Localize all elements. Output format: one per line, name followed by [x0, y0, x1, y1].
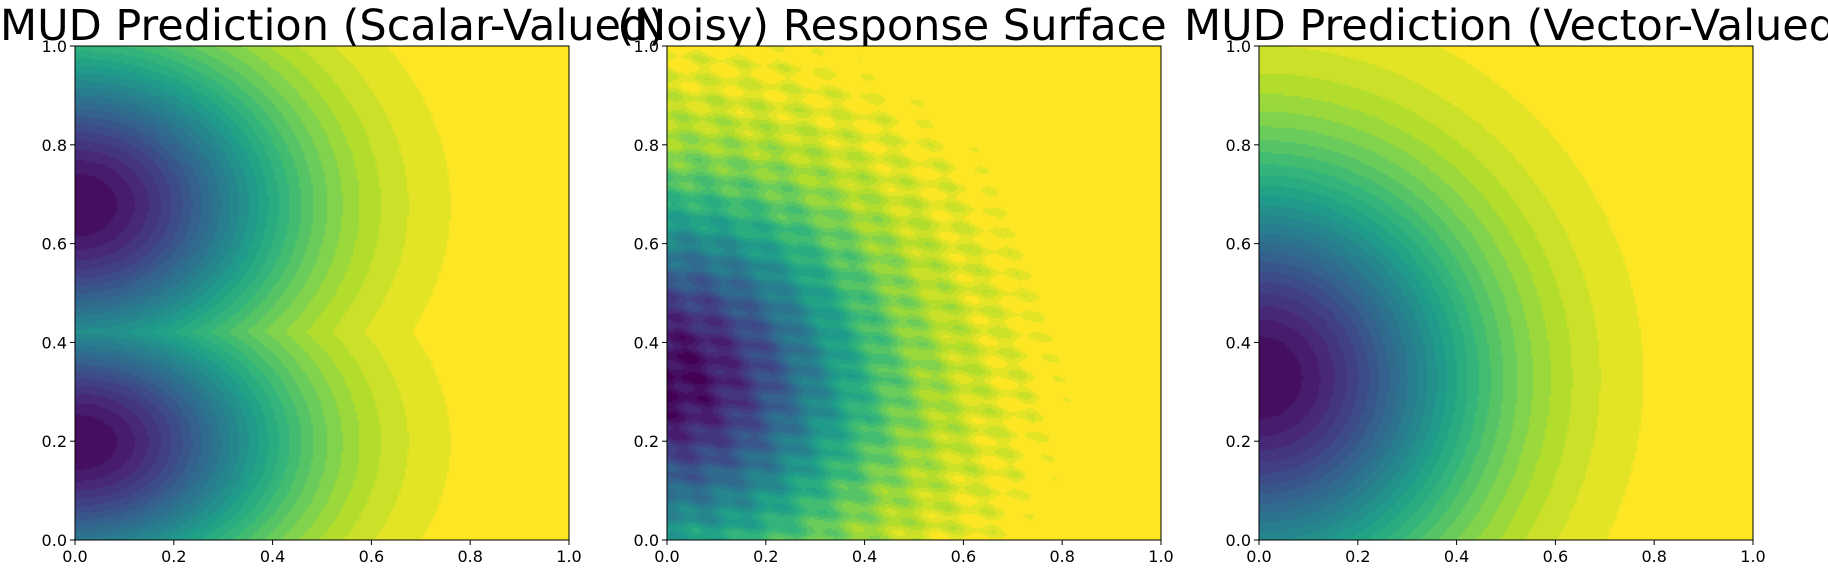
y-tick-label: 0.0	[634, 531, 659, 550]
x-tick: 1.0	[1148, 540, 1174, 566]
filled-contours	[1259, 46, 1753, 540]
y-tick-label: 0.6	[1226, 235, 1251, 254]
x-tick-label: 0.8	[1641, 547, 1666, 566]
chart-panel-scalar: MUD Prediction (Scalar-Valued) 0.0 0.2 0.4…	[0, 0, 666, 568]
y-tick: 0.4	[634, 333, 667, 352]
x-tick-label: 0.0	[654, 547, 679, 566]
chart-title: (Noisy) Response Surface	[617, 1, 1167, 51]
y-tick: 1.0	[42, 37, 75, 56]
x-tick: 0.0	[62, 540, 88, 566]
y-tick: 0.0	[42, 531, 75, 550]
x-tick-label: 0.2	[1345, 547, 1370, 566]
contour-plot: 0.0 0.2 0.4 0.6 0.8 1.0 0.0 0.2 0.4 0.6 0.8 1.0	[42, 37, 582, 566]
x-tick: 0.0	[1246, 540, 1272, 566]
x-tick-label: 0.4	[1444, 547, 1469, 566]
x-tick: 0.6	[951, 540, 976, 566]
x-tick-label: 0.4	[852, 547, 877, 566]
x-tick: 0.6	[1543, 540, 1568, 566]
y-tick-label: 0.2	[634, 432, 659, 451]
x-tick-label: 1.0	[1148, 547, 1173, 566]
y-tick: 0.2	[634, 432, 667, 451]
x-tick: 1.0	[1740, 540, 1766, 566]
y-tick-label: 1.0	[1226, 37, 1251, 56]
y-tick-label: 0.4	[1226, 333, 1251, 352]
y-tick-label: 0.8	[634, 136, 659, 155]
x-tick: 0.4	[260, 540, 285, 566]
y-tick: 0.8	[1226, 136, 1259, 155]
y-tick: 0.4	[1226, 333, 1259, 352]
x-tick: 0.8	[1641, 540, 1667, 566]
y-tick-label: 0.4	[42, 333, 67, 352]
x-tick-label: 1.0	[1740, 547, 1765, 566]
x-tick: 0.4	[852, 540, 877, 566]
y-tick: 0.0	[1226, 531, 1259, 550]
x-tick-label: 0.6	[1543, 547, 1568, 566]
contour-plot: 0.0 0.2 0.4 0.6 0.8 1.0 0.0 0.2 0.4 0.6 0.8 1.0	[634, 37, 1174, 566]
x-tick: 0.8	[1049, 540, 1075, 566]
plot-frame	[1258, 45, 1754, 541]
y-tick: 1.0	[634, 37, 667, 56]
x-tick-label: 0.8	[457, 547, 482, 566]
y-tick-label: 0.8	[42, 136, 67, 155]
y-tick: 0.8	[634, 136, 667, 155]
x-tick: 1.0	[556, 540, 582, 566]
x-tick-label: 0.0	[62, 547, 87, 566]
x-tick-label: 0.2	[161, 547, 186, 566]
y-tick: 0.8	[42, 136, 75, 155]
x-tick: 0.2	[753, 540, 779, 566]
contour-plot: 0.0 0.2 0.4 0.6 0.8 1.0 0.0 0.2 0.4 0.6 0.8 1.0	[1226, 37, 1766, 566]
y-tick: 1.0	[1226, 37, 1259, 56]
x-tick-label: 0.2	[753, 547, 778, 566]
x-tick: 0.0	[654, 540, 680, 566]
x-tick-label: 0.0	[1246, 547, 1271, 566]
y-tick: 0.2	[42, 432, 75, 451]
chart-title: MUD Prediction (Scalar-Valued)	[0, 1, 666, 51]
filled-contours	[667, 46, 1161, 540]
y-tick: 0.6	[1226, 235, 1259, 254]
y-tick-label: 0.6	[42, 235, 67, 254]
y-tick-label: 0.0	[42, 531, 67, 550]
x-tick: 0.2	[1345, 540, 1371, 566]
x-tick: 0.8	[457, 540, 483, 566]
x-tick-label: 0.4	[260, 547, 285, 566]
x-tick-label: 0.8	[1049, 547, 1074, 566]
y-tick-label: 0.8	[1226, 136, 1251, 155]
chart-panel-vector: MUD Prediction (Vector-Valued) 0.0 0.2 0.4…	[1184, 0, 1828, 568]
x-tick: 0.6	[359, 540, 384, 566]
y-tick: 0.6	[42, 235, 75, 254]
x-tick: 0.2	[161, 540, 187, 566]
plot-frame	[666, 45, 1162, 541]
y-tick-label: 0.2	[1226, 432, 1251, 451]
x-tick-label: 0.6	[951, 547, 976, 566]
y-tick-label: 0.0	[1226, 531, 1251, 550]
y-tick-label: 1.0	[42, 37, 67, 56]
chart-title: MUD Prediction (Vector-Valued)	[1184, 1, 1828, 51]
y-tick-label: 1.0	[634, 37, 659, 56]
chart-panel-noisy: (Noisy) Response Surface 0.0 0.2 0.4 0.6 0.8…	[592, 0, 1192, 568]
x-tick-label: 0.6	[359, 547, 384, 566]
y-tick: 0.2	[1226, 432, 1259, 451]
y-tick-label: 0.4	[634, 333, 659, 352]
filled-contours	[75, 46, 569, 540]
x-tick: 0.4	[1444, 540, 1469, 566]
x-tick-label: 1.0	[556, 547, 581, 566]
y-tick-label: 0.2	[42, 432, 67, 451]
y-tick: 0.6	[634, 235, 667, 254]
y-tick-label: 0.6	[634, 235, 659, 254]
y-tick: 0.0	[634, 531, 667, 550]
plot-frame	[74, 45, 570, 541]
y-tick: 0.4	[42, 333, 75, 352]
